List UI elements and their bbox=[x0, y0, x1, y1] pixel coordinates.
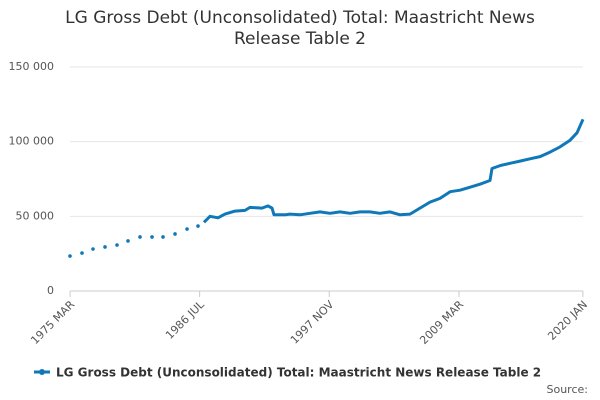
y-tick-label: 0 bbox=[47, 284, 54, 297]
data-point bbox=[103, 245, 107, 249]
chart-title: LG Gross Debt (Unconsolidated) Total: Ma… bbox=[65, 8, 535, 49]
data-point bbox=[150, 235, 154, 239]
legend-label: LG Gross Debt (Unconsolidated) Total: Ma… bbox=[56, 366, 541, 380]
data-point bbox=[80, 251, 84, 255]
x-tick-label: 1975 MAR bbox=[28, 298, 77, 347]
data-point bbox=[115, 243, 119, 247]
data-point bbox=[196, 224, 200, 228]
data-point bbox=[68, 254, 72, 258]
legend-marker bbox=[39, 369, 45, 375]
line bbox=[202, 118, 585, 224]
y-tick-label: 100 000 bbox=[9, 135, 55, 148]
y-tick-label: 50 000 bbox=[16, 209, 55, 222]
data-point bbox=[161, 235, 165, 239]
y-tick-label: 150 000 bbox=[9, 60, 55, 73]
x-tick-label: 2009 MAR bbox=[417, 298, 466, 347]
source: Source: bbox=[547, 383, 589, 396]
data-point bbox=[173, 232, 177, 236]
x-tick-label: 1986 JUL bbox=[163, 297, 207, 341]
data-point bbox=[185, 227, 189, 231]
data-point bbox=[138, 235, 142, 239]
data-point bbox=[91, 247, 95, 251]
data-point bbox=[126, 239, 130, 243]
x-tick-label: 2020 JAN bbox=[545, 298, 590, 343]
x-tick-label: 1997 NOV bbox=[288, 298, 337, 347]
